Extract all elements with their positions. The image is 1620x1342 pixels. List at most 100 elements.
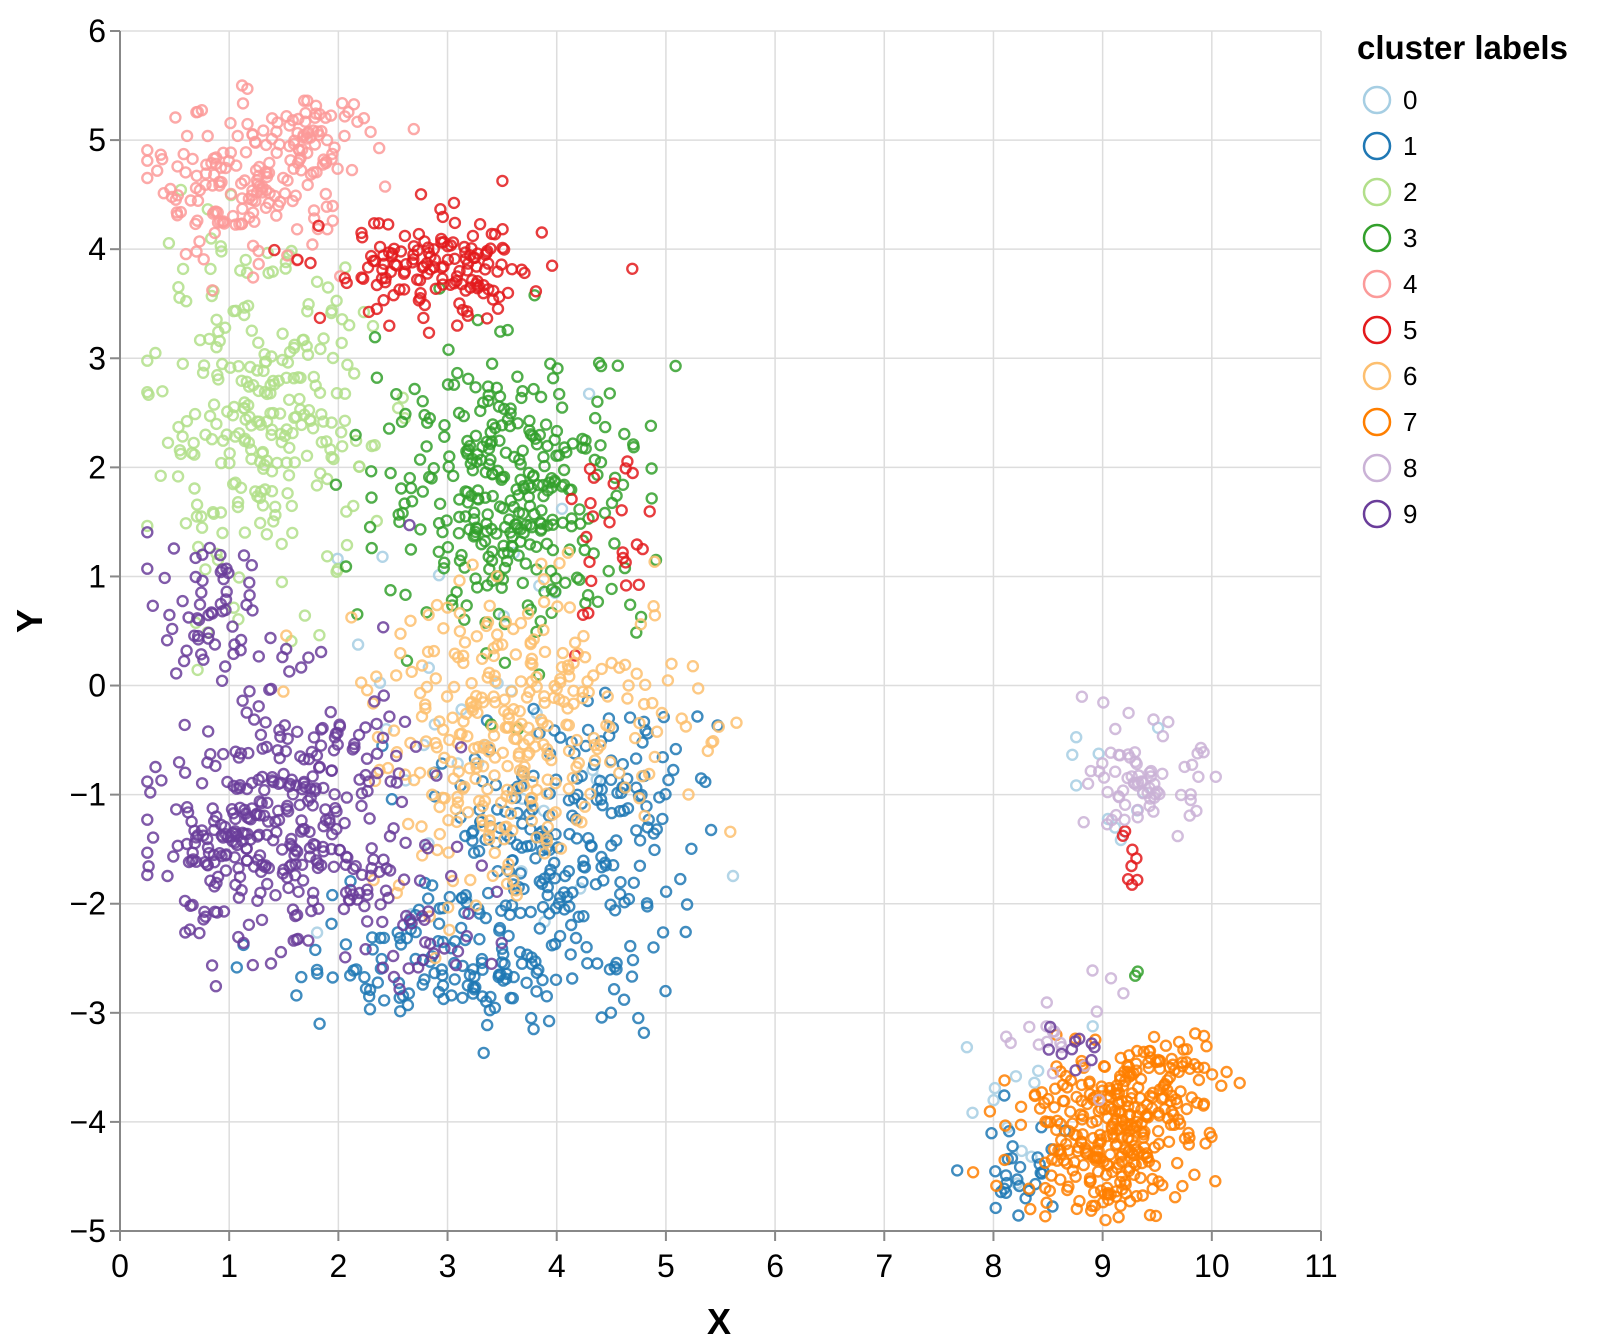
point-cluster-9 xyxy=(291,725,304,738)
point-cluster-9 xyxy=(240,842,253,855)
point-cluster-3 xyxy=(530,625,543,638)
point-cluster-4 xyxy=(257,124,270,137)
point-cluster-2 xyxy=(265,485,279,498)
point-cluster-9 xyxy=(207,823,221,837)
point-cluster-6 xyxy=(537,573,551,586)
point-cluster-2 xyxy=(275,575,289,589)
point-cluster-9 xyxy=(330,822,343,836)
point-cluster-6 xyxy=(442,901,455,914)
point-cluster-4 xyxy=(213,179,226,192)
point-cluster-1 xyxy=(385,793,399,806)
point-cluster-7 xyxy=(1151,1124,1165,1138)
point-cluster-1 xyxy=(476,963,489,976)
point-cluster-4 xyxy=(241,82,254,96)
point-cluster-5 xyxy=(436,272,449,285)
point-cluster-4 xyxy=(297,128,310,142)
point-cluster-5 xyxy=(643,505,656,518)
point-cluster-3 xyxy=(546,372,560,385)
point-cluster-6 xyxy=(562,782,575,795)
point-cluster-9 xyxy=(302,934,315,947)
point-cluster-9 xyxy=(167,850,180,863)
point-cluster-1 xyxy=(295,970,308,984)
axes xyxy=(119,31,1321,1232)
point-cluster-6 xyxy=(570,733,583,747)
point-cluster-1 xyxy=(1034,1166,1047,1180)
point-cluster-9 xyxy=(196,829,210,842)
point-cluster-4 xyxy=(190,105,203,119)
point-cluster-6 xyxy=(613,766,626,780)
point-cluster-8 xyxy=(1184,788,1197,801)
point-cluster-8 xyxy=(1104,972,1118,985)
point-cluster-4 xyxy=(246,128,259,142)
point-cluster-9 xyxy=(361,883,374,896)
point-cluster-8 xyxy=(1184,793,1197,807)
y-tick-label: 4 xyxy=(88,231,106,267)
point-cluster-1 xyxy=(497,974,510,987)
point-cluster-9 xyxy=(485,957,498,970)
point-cluster-9 xyxy=(146,599,160,612)
point-cluster-2 xyxy=(238,526,252,539)
point-cluster-6 xyxy=(686,660,700,673)
point-cluster-7 xyxy=(1135,1156,1149,1170)
point-cluster-6 xyxy=(481,783,494,796)
point-cluster-9 xyxy=(201,859,215,872)
point-cluster-8 xyxy=(1118,798,1132,811)
point-cluster-2 xyxy=(251,364,264,377)
point-cluster-3 xyxy=(565,512,578,525)
point-cluster-3 xyxy=(451,366,464,380)
point-cluster-7 xyxy=(1220,1065,1233,1079)
point-cluster-4 xyxy=(407,122,420,136)
point-cluster-1 xyxy=(309,943,322,957)
point-cluster-6 xyxy=(453,625,467,638)
data-points xyxy=(141,79,1246,1227)
point-cluster-0 xyxy=(422,661,435,674)
point-cluster-3 xyxy=(497,547,510,560)
point-cluster-5 xyxy=(1125,878,1139,891)
point-cluster-2 xyxy=(281,356,295,369)
point-cluster-6 xyxy=(438,792,451,805)
point-cluster-2 xyxy=(396,391,409,404)
point-cluster-9 xyxy=(255,796,268,810)
point-cluster-9 xyxy=(360,752,374,765)
point-cluster-9 xyxy=(243,589,256,602)
point-cluster-8 xyxy=(1125,770,1138,783)
point-cluster-2 xyxy=(330,294,343,307)
point-cluster-1 xyxy=(540,990,553,1003)
point-cluster-4 xyxy=(293,153,306,167)
point-cluster-9 xyxy=(1043,1020,1057,1034)
point-cluster-6 xyxy=(469,772,482,785)
legend-swatch-5 xyxy=(1362,315,1392,345)
point-cluster-5 xyxy=(369,254,382,268)
point-cluster-4 xyxy=(256,186,269,199)
point-cluster-9 xyxy=(243,576,256,589)
point-cluster-2 xyxy=(321,550,334,563)
point-cluster-4 xyxy=(317,153,330,166)
point-cluster-3 xyxy=(530,540,543,553)
point-cluster-4 xyxy=(260,167,273,180)
point-cluster-4 xyxy=(179,166,192,179)
point-cluster-8 xyxy=(1040,996,1054,1009)
point-cluster-9 xyxy=(274,945,288,959)
point-cluster-1 xyxy=(466,834,479,847)
point-cluster-6 xyxy=(633,716,646,730)
point-cluster-3 xyxy=(479,491,492,504)
point-cluster-7 xyxy=(1130,1044,1144,1058)
point-cluster-1 xyxy=(569,931,583,945)
point-cluster-3 xyxy=(608,537,621,550)
point-cluster-7 xyxy=(1044,1115,1057,1129)
point-cluster-8 xyxy=(1143,799,1156,813)
point-cluster-5 xyxy=(338,272,351,285)
point-cluster-4 xyxy=(150,164,164,177)
point-cluster-9 xyxy=(269,815,282,828)
point-cluster-3 xyxy=(460,599,473,612)
point-cluster-7 xyxy=(1062,1180,1075,1193)
point-cluster-9 xyxy=(197,653,210,666)
point-cluster-6 xyxy=(524,637,537,651)
point-cluster-9 xyxy=(349,860,362,873)
point-cluster-6 xyxy=(444,755,458,768)
point-cluster-5 xyxy=(481,244,494,258)
point-cluster-1 xyxy=(548,856,561,869)
point-cluster-6 xyxy=(433,800,446,814)
point-cluster-3 xyxy=(557,463,571,477)
point-cluster-1 xyxy=(704,823,718,837)
